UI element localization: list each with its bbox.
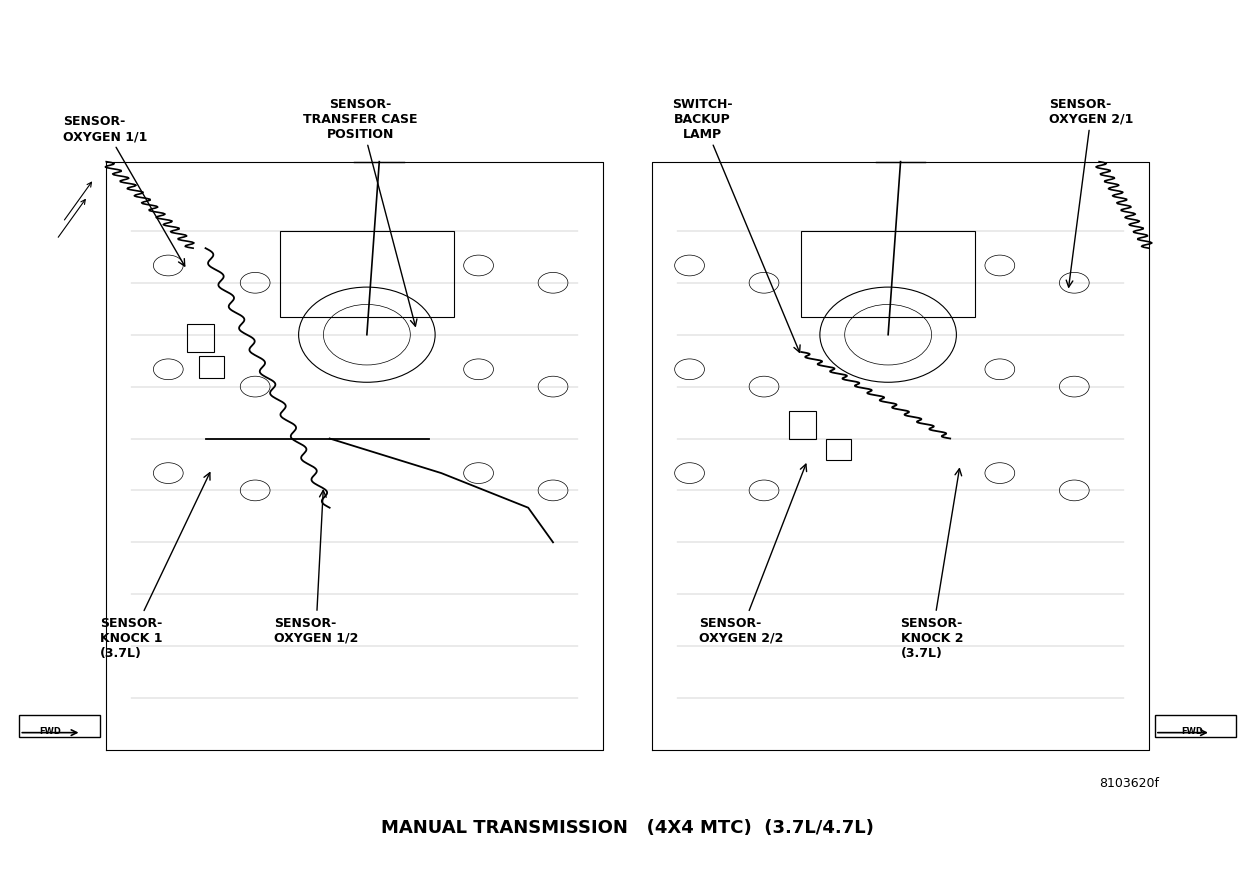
Text: SWITCH-
BACKUP
LAMP: SWITCH- BACKUP LAMP (671, 97, 801, 353)
Bar (187, 325, 215, 353)
Text: SENSOR-
TRANSFER CASE
POSITION: SENSOR- TRANSFER CASE POSITION (304, 97, 418, 327)
Text: SENSOR-
OXYGEN 1/1: SENSOR- OXYGEN 1/1 (63, 115, 184, 267)
Text: SENSOR-
OXYGEN 2/1: SENSOR- OXYGEN 2/1 (1049, 97, 1133, 288)
Text: SENSOR-
OXYGEN 2/2: SENSOR- OXYGEN 2/2 (699, 464, 807, 644)
Bar (789, 412, 816, 439)
Bar (19, 716, 100, 738)
Bar (826, 439, 851, 461)
Bar (200, 357, 225, 378)
Text: FWD: FWD (1181, 726, 1204, 735)
Bar (801, 232, 975, 318)
Text: 8103620f: 8103620f (1099, 776, 1160, 789)
Bar (280, 232, 454, 318)
Text: FWD: FWD (39, 726, 61, 735)
Bar (1155, 716, 1236, 738)
Text: SENSOR-
KNOCK 2
(3.7L): SENSOR- KNOCK 2 (3.7L) (901, 469, 963, 659)
Text: MANUAL TRANSMISSION   (4X4 MTC)  (3.7L/4.7L): MANUAL TRANSMISSION (4X4 MTC) (3.7L/4.7L… (382, 818, 873, 837)
Text: SENSOR-
KNOCK 1
(3.7L): SENSOR- KNOCK 1 (3.7L) (100, 473, 210, 659)
Text: SENSOR-
OXYGEN 1/2: SENSOR- OXYGEN 1/2 (274, 491, 358, 644)
